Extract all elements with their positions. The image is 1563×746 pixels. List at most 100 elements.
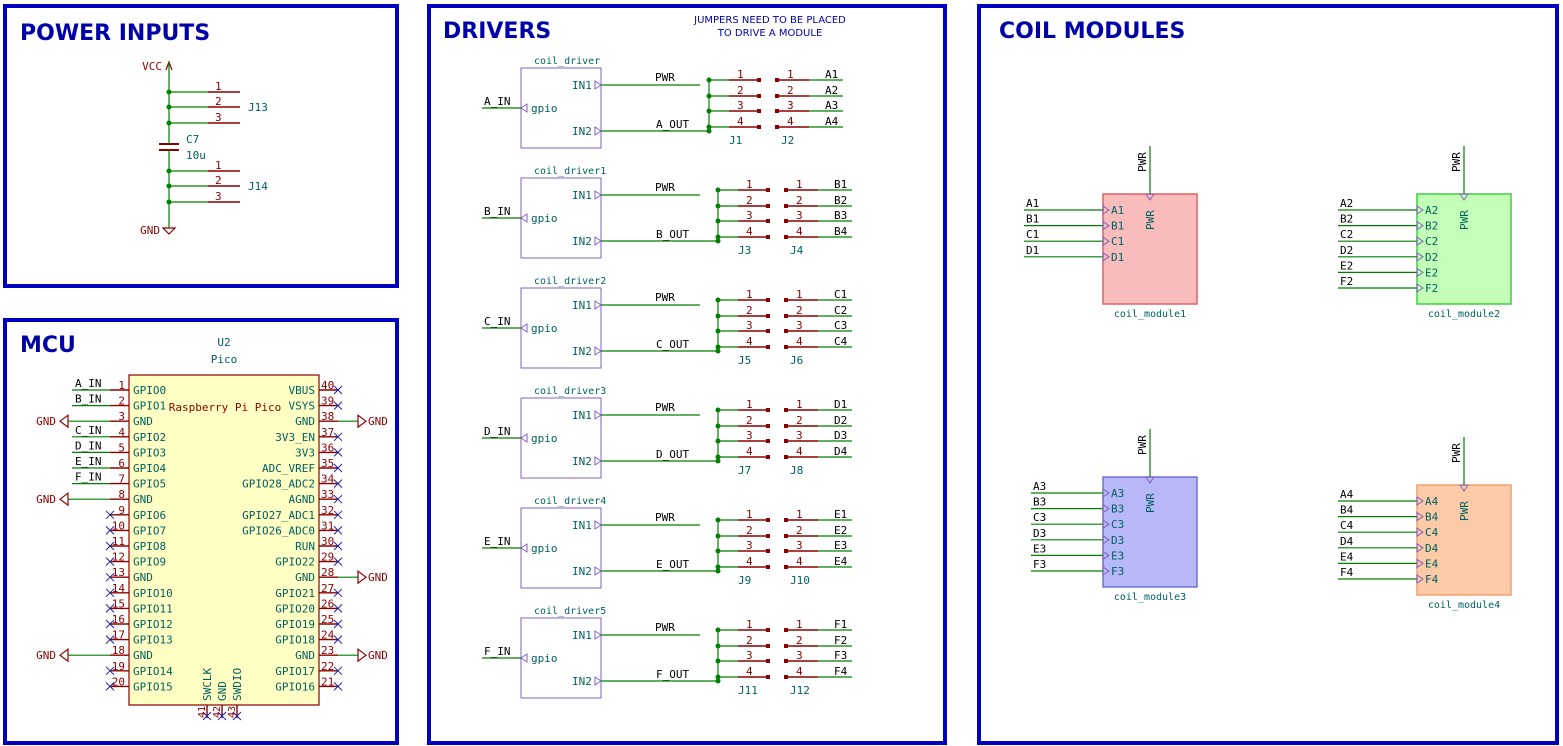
coil-driver-block[interactable]: coil_driver IN1 IN2 gpio A_IN PWR A_OUT 1 1 A1 2 2 A… [482, 56, 843, 149]
mcu-pin-name: GPIO22 [275, 556, 315, 569]
mcu-pin-number: 32 [321, 504, 334, 517]
mcu-gnd-right-label: GND [368, 571, 388, 584]
mcu-pin-number: 3 [118, 410, 125, 423]
power-inputs-title: POWER INPUTS [20, 21, 210, 46]
gpio-pin: gpio [531, 102, 558, 115]
jumper-pin-number: 4 [796, 335, 803, 348]
gpio-pin: gpio [531, 322, 558, 335]
mcu-pin-name: GND [295, 649, 315, 662]
mcu-gnd-right-label-symbol [357, 414, 367, 429]
coil-module-sheet[interactable] [1416, 484, 1512, 596]
pwr-net: PWR [655, 181, 675, 194]
driver-input-net: F_IN [484, 645, 511, 658]
mcu-pin-name: GND [133, 649, 153, 662]
coil-module-block[interactable]: coil_module3 PWR PWR A3 A3 B3 B3 C3 C3 D3 D3 E3 E3 F3… [1031, 429, 1198, 603]
pwr-net: PWR [655, 291, 675, 304]
module-pin-name: D4 [1425, 542, 1439, 555]
mcu-gnd-left-label: GND [36, 493, 56, 506]
pwr-net: PWR [655, 71, 675, 84]
module-net-label: A4 [825, 115, 839, 128]
jumper-pin-number: 4 [796, 225, 803, 238]
in1-pin: IN1 [572, 189, 592, 202]
mcu-bottom-pin-number: 41 [197, 706, 208, 718]
mcu-pin-number: 7 [118, 473, 125, 486]
mcu-net-label: B_IN [75, 393, 102, 406]
jumper-ref-b: J4 [790, 244, 804, 257]
jumper-ref-a: J5 [738, 354, 751, 367]
coil-module-block[interactable]: coil_module2 PWR PWR A2 A2 B2 B2 C2 C2 D2 D2 E2 E2 F2… [1338, 146, 1512, 320]
module-net-label: C1 [834, 288, 847, 301]
mcu-pin-name: GPIO11 [133, 602, 173, 615]
module-input-net: D4 [1340, 535, 1354, 548]
module-input-net: D3 [1033, 527, 1046, 540]
mcu-bottom-pin-number: 43 [227, 706, 238, 718]
driver-output-net: B_OUT [656, 228, 689, 241]
mcu-pin-name: GND [133, 415, 153, 428]
cap-value: 10u [186, 149, 206, 162]
gpio-pin: gpio [531, 212, 558, 225]
coil-driver-name: coil_driver [534, 56, 600, 67]
module-input-net: B4 [1340, 504, 1354, 517]
gpio-pin: gpio [531, 652, 558, 665]
mcu-gnd-left-label: GND [36, 415, 56, 428]
module-input-net: E3 [1033, 542, 1046, 555]
jumper-pin-number: 3 [796, 539, 803, 552]
drivers-schematic: coil_driver IN1 IN2 gpio A_IN PWR A_OUT 1 1 A1 2 2 A… [482, 56, 852, 699]
driver-input-net: B_IN [484, 205, 511, 218]
mcu-pin-name: GPIO0 [133, 384, 166, 397]
module-pwr-pin: PWR [1144, 493, 1157, 513]
mcu-schematic: U2 Pico Raspberry Pi Pico 1 GPIO0 A_IN 2 GPI… [36, 336, 388, 721]
in2-pin: IN2 [572, 235, 592, 248]
jumper-pin-number: 2 [796, 304, 803, 317]
mcu-gnd-right-label-symbol [357, 648, 367, 663]
module-net-label: C4 [834, 335, 848, 348]
module-net-label: B4 [834, 225, 848, 238]
jumper-pin-number: 2 [796, 634, 803, 647]
mcu-pin-name: GND [133, 493, 153, 506]
drivers-frame [427, 4, 947, 745]
coil-driver-name: coil_driver2 [534, 276, 606, 287]
jumper-pin-number: 4 [737, 115, 744, 128]
jumper-pin-number: 1 [796, 618, 803, 631]
module-pin-name: A3 [1111, 487, 1124, 500]
mcu-pin-number: 39 [321, 395, 334, 408]
module-net-label: F3 [834, 649, 847, 662]
module-pwr-net: PWR [1450, 152, 1463, 172]
coil-driver-name: coil_driver5 [534, 606, 606, 617]
driver-output-net: A_OUT [656, 118, 689, 131]
jumper-pin-number: 2 [746, 414, 753, 427]
coil-driver-block[interactable]: coil_driver5 IN1 IN2 gpio F_IN PWR F_OUT 1 1 F1 2 2… [482, 606, 852, 699]
power-gnd-label: GND [140, 224, 160, 237]
driver-input-net: D_IN [484, 425, 511, 438]
mcu-pin-name: GPIO15 [133, 680, 173, 693]
coil-module-block[interactable]: coil_module4 PWR PWR A4 A4 B4 B4 C4 C4 D4 D4 E4 E4 F4… [1338, 437, 1512, 611]
module-net-label: F4 [834, 665, 848, 678]
jumper-ref-a: J9 [738, 574, 751, 587]
coil-driver-block[interactable]: coil_driver1 IN1 IN2 gpio B_IN PWR B_OUT 1 1 B1 2 2… [482, 166, 852, 259]
coil-driver-block[interactable]: coil_driver2 IN1 IN2 gpio C_IN PWR C_OUT 1 1 C1 2 2… [482, 276, 852, 369]
mcu-pin-number: 31 [321, 519, 334, 532]
in2-pin: IN2 [572, 455, 592, 468]
module-input-net: D1 [1026, 244, 1039, 257]
gpio-pin: gpio [531, 432, 558, 445]
drivers-title: DRIVERS [443, 19, 551, 44]
svg-text:3: 3 [215, 111, 222, 124]
module-pin-name: E2 [1425, 266, 1438, 279]
module-pin-name: A1 [1111, 204, 1124, 217]
in1-pin: IN1 [572, 409, 592, 422]
jumper-pin-number: 2 [746, 304, 753, 317]
mcu-pin-number: 37 [321, 426, 334, 439]
in1-pin: IN1 [572, 79, 592, 92]
module-net-label: E4 [834, 555, 848, 568]
coil-module-block[interactable]: coil_module1 PWR PWR A1 A1 B1 B1 C1 C1 D1 D1 [1024, 146, 1198, 320]
module-input-net: A3 [1033, 480, 1046, 493]
module-input-net: F2 [1340, 275, 1353, 288]
pwr-net: PWR [655, 401, 675, 414]
coil-module-sheet[interactable] [1102, 193, 1198, 305]
in2-pin: IN2 [572, 125, 592, 138]
jumper-pin-number: 3 [787, 99, 794, 112]
coil-module-sheet[interactable] [1416, 193, 1512, 305]
coil-driver-block[interactable]: coil_driver4 IN1 IN2 gpio E_IN PWR E_OUT 1 1 E1 2 2… [482, 496, 852, 589]
cap-ref: C7 [186, 133, 199, 146]
coil-driver-block[interactable]: coil_driver3 IN1 IN2 gpio D_IN PWR D_OUT 1 1 D1 2 2… [482, 386, 852, 479]
